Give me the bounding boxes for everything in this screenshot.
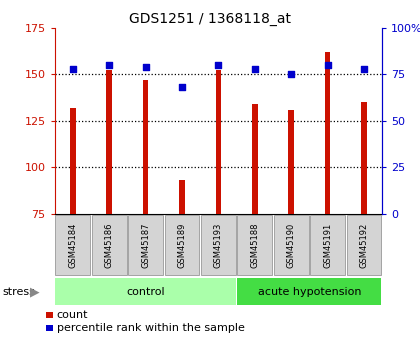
Bar [216, 70, 221, 214]
Text: acute hypotension: acute hypotension [257, 287, 361, 296]
Text: GSM45192: GSM45192 [360, 222, 368, 268]
Text: count: count [57, 310, 88, 320]
Text: GSM45184: GSM45184 [68, 222, 77, 268]
Bar [252, 104, 257, 214]
FancyBboxPatch shape [346, 215, 381, 275]
Point [361, 66, 368, 71]
Bar [70, 108, 76, 214]
FancyBboxPatch shape [237, 215, 272, 275]
FancyBboxPatch shape [310, 215, 345, 275]
Point [106, 62, 113, 68]
Point [69, 66, 76, 71]
FancyBboxPatch shape [274, 215, 309, 275]
FancyBboxPatch shape [237, 277, 381, 306]
Bar [143, 80, 148, 214]
Point [142, 64, 149, 69]
Bar [179, 180, 185, 214]
Bar [289, 110, 294, 214]
Text: GDS1251 / 1368118_at: GDS1251 / 1368118_at [129, 12, 291, 26]
Text: GSM45188: GSM45188 [250, 222, 259, 268]
Text: GSM45189: GSM45189 [178, 222, 186, 268]
Bar [325, 52, 331, 214]
FancyBboxPatch shape [55, 277, 236, 306]
Text: GSM45187: GSM45187 [141, 222, 150, 268]
Bar [361, 102, 367, 214]
Point [288, 71, 294, 77]
Point [252, 66, 258, 71]
Text: ▶: ▶ [30, 285, 40, 298]
FancyBboxPatch shape [165, 215, 200, 275]
Point [324, 62, 331, 68]
FancyBboxPatch shape [55, 215, 90, 275]
FancyBboxPatch shape [128, 215, 163, 275]
Text: GSM45190: GSM45190 [287, 222, 296, 268]
Text: percentile rank within the sample: percentile rank within the sample [57, 323, 244, 333]
Text: GSM45191: GSM45191 [323, 222, 332, 268]
Bar [107, 70, 112, 214]
FancyBboxPatch shape [92, 215, 127, 275]
FancyBboxPatch shape [201, 215, 236, 275]
Text: control: control [126, 287, 165, 296]
Text: GSM45186: GSM45186 [105, 222, 114, 268]
Text: stress: stress [2, 287, 35, 296]
Point [215, 62, 222, 68]
Text: GSM45193: GSM45193 [214, 222, 223, 268]
Point [178, 85, 185, 90]
